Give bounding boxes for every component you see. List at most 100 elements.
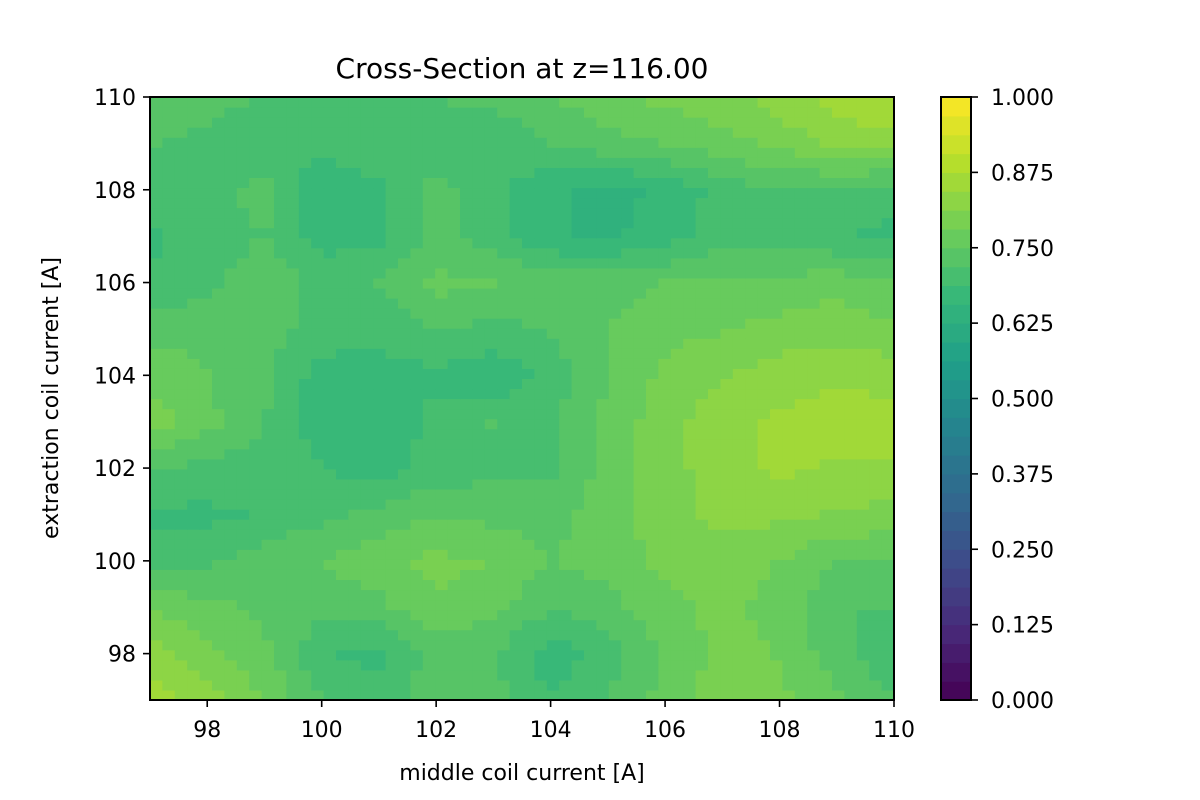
contour-cell	[236, 207, 250, 219]
contour-cell	[534, 257, 548, 269]
contour-cell	[522, 147, 535, 158]
contour-cell	[298, 529, 312, 540]
contour-cell	[621, 428, 635, 440]
contour-cell	[683, 509, 697, 520]
contour-cell	[534, 107, 548, 118]
contour-cell	[584, 267, 597, 279]
contour-cell	[373, 509, 387, 520]
contour-cell	[534, 499, 548, 510]
contour-cell	[422, 338, 436, 349]
contour-cell	[509, 378, 523, 390]
contour-cell	[199, 669, 213, 681]
contour-cell	[881, 177, 894, 189]
contour-cell	[732, 107, 746, 118]
contour-cell	[546, 539, 560, 550]
contour-cell	[670, 287, 684, 299]
contour-cell	[360, 679, 374, 691]
contour-cell	[435, 348, 449, 359]
contour-cell	[670, 448, 684, 460]
contour-cell	[336, 408, 349, 420]
contour-cell	[311, 398, 325, 410]
contour-cell	[398, 509, 411, 520]
contour-cell	[782, 378, 796, 390]
contour-cell	[224, 308, 238, 319]
contour-cell	[633, 549, 647, 560]
contour-cell	[819, 348, 833, 359]
contour-cell	[819, 167, 833, 178]
contour-cell	[435, 187, 449, 199]
contour-cell	[373, 378, 387, 390]
contour-cell	[249, 137, 263, 148]
contour-cell	[174, 669, 188, 681]
contour-cell	[373, 348, 387, 359]
contour-cell	[385, 388, 399, 400]
contour-cell	[621, 649, 635, 661]
contour-cell	[484, 468, 498, 480]
contour-cell	[571, 418, 585, 430]
contour-cell	[224, 257, 238, 269]
contour-cell	[460, 448, 473, 460]
contour-cell	[422, 378, 436, 390]
contour-cell	[732, 499, 746, 510]
contour-cell	[385, 579, 399, 591]
contour-cell	[720, 418, 734, 430]
contour-cell	[670, 579, 684, 591]
contour-cell	[856, 669, 870, 681]
contour-cell	[410, 117, 424, 128]
contour-cell	[472, 468, 486, 480]
contour-cell	[212, 137, 225, 148]
contour-cell	[844, 579, 858, 591]
contour-cell	[323, 478, 337, 490]
contour-cell	[621, 679, 635, 691]
contour-cell	[422, 318, 436, 329]
contour-cell	[472, 187, 486, 199]
contour-cell	[398, 438, 411, 450]
contour-cell	[199, 629, 213, 641]
contour-cell	[373, 197, 387, 209]
contour-cell	[708, 388, 721, 400]
contour-cell	[385, 137, 399, 148]
contour-cell	[732, 227, 746, 239]
contour-cell	[646, 659, 659, 671]
contour-cell	[174, 107, 188, 118]
contour-cell	[584, 438, 597, 450]
contour-cell	[670, 499, 684, 510]
contour-cell	[472, 629, 486, 641]
contour-cell	[236, 308, 250, 319]
contour-cell	[546, 559, 560, 570]
contour-cell	[596, 519, 610, 530]
contour-cell	[546, 428, 560, 440]
contour-cell	[856, 398, 870, 410]
contour-cell	[447, 257, 461, 269]
contour-cell	[212, 318, 225, 329]
contour-cell	[683, 549, 697, 560]
contour-cell	[596, 187, 610, 199]
contour-cell	[497, 519, 511, 530]
contour-cell	[745, 257, 759, 269]
contour-cell	[571, 227, 585, 239]
contour-cell	[174, 137, 188, 148]
contour-cell	[249, 388, 263, 400]
contour-cell	[224, 579, 238, 591]
contour-cell	[385, 318, 399, 329]
contour-cell	[323, 559, 337, 570]
contour-cell	[398, 448, 411, 460]
contour-cell	[336, 227, 349, 239]
contour-cell	[819, 378, 833, 390]
contour-cell	[348, 247, 362, 259]
contour-cell	[298, 308, 312, 319]
contour-cell	[596, 669, 610, 681]
contour-cell	[187, 468, 201, 480]
contour-cell	[708, 298, 721, 309]
contour-cell	[708, 267, 721, 279]
contour-cell	[708, 338, 721, 349]
contour-cell	[832, 328, 845, 339]
contour-cell	[807, 217, 821, 229]
contour-cell	[261, 187, 275, 199]
contour-cell	[249, 418, 263, 430]
contour-cell	[559, 599, 573, 611]
contour-cell	[646, 348, 659, 359]
contour-cell	[261, 659, 275, 671]
contour-cell	[187, 177, 201, 189]
contour-cell	[522, 639, 535, 651]
